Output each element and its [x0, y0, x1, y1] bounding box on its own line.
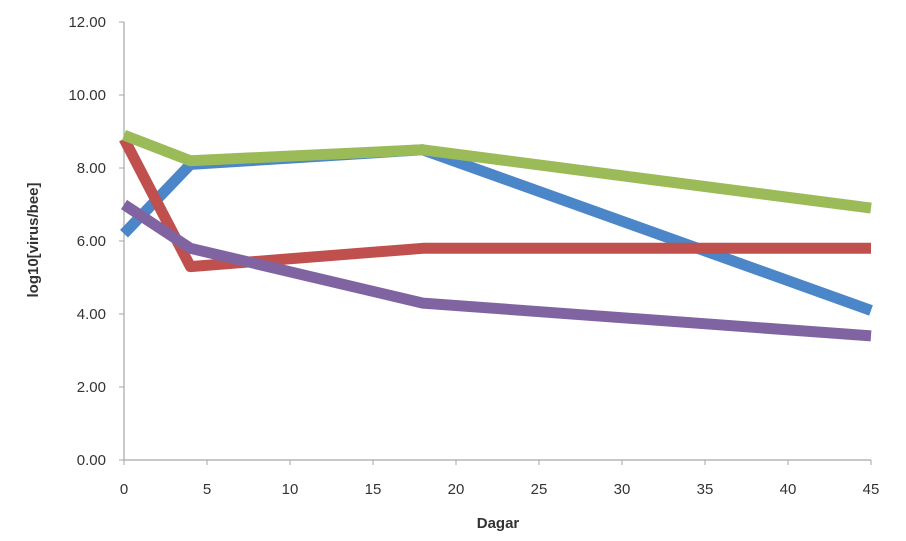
y-axis-title: log10[virus/bee] [25, 182, 42, 297]
x-tick-label: 0 [120, 481, 128, 498]
x-tick-label: 35 [697, 481, 714, 498]
x-tick-label: 40 [780, 481, 797, 498]
x-tick-label: 5 [203, 481, 211, 498]
x-tick-label: 45 [863, 481, 880, 498]
y-tick-label: 12.00 [68, 14, 106, 31]
series-layer [119, 129, 873, 342]
axes: 0.00 2.00 4.00 6.00 8.00 10.00 12.00 0 5 10 15 20 25… [68, 14, 879, 498]
x-tick-label: 30 [614, 481, 631, 498]
y-tick-label: 8.00 [77, 160, 106, 177]
series-line-4 [120, 199, 872, 342]
x-tick-label: 10 [282, 481, 299, 498]
y-tick-label: 10.00 [68, 87, 106, 104]
x-tick-label: 20 [448, 481, 465, 498]
series-line-1 [120, 144, 873, 316]
x-tick-label: 25 [531, 481, 548, 498]
x-tick-label: 15 [365, 481, 382, 498]
x-axis-title: Dagar [477, 515, 520, 532]
y-tick-label: 0.00 [77, 452, 106, 469]
y-tick-label: 2.00 [77, 379, 106, 396]
series-line-3 [122, 129, 872, 214]
series-line-2 [119, 136, 871, 273]
y-tick-label: 4.00 [77, 306, 106, 323]
y-tick-label: 6.00 [77, 233, 106, 250]
